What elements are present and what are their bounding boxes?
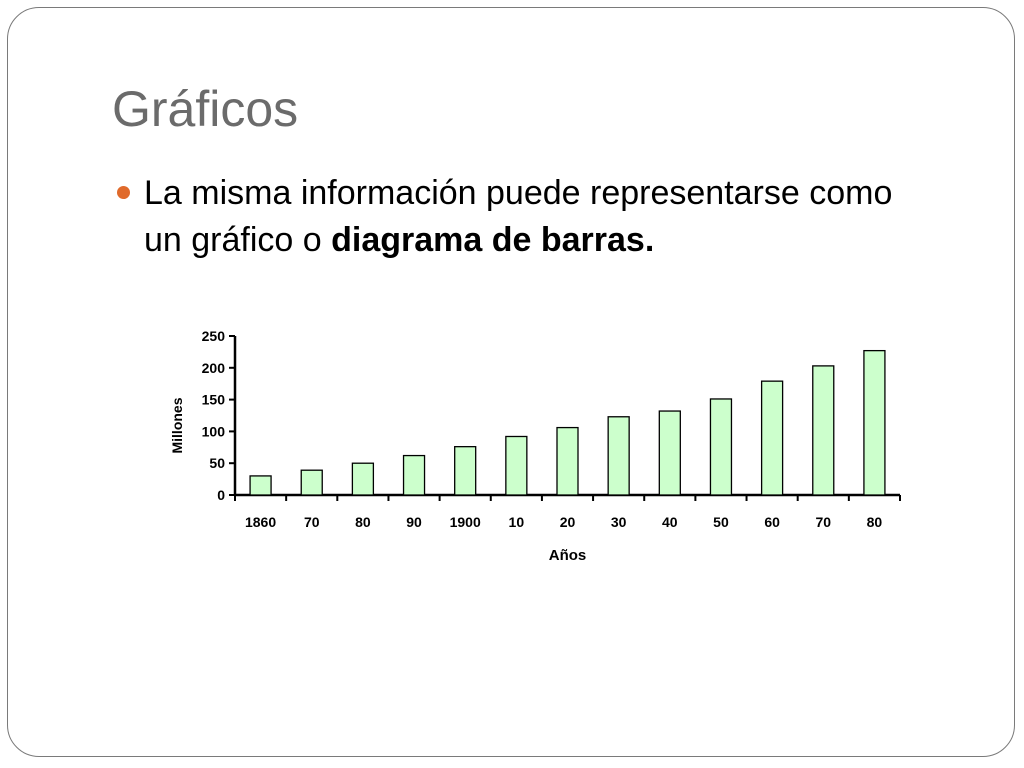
x-tick-label: 30 (611, 514, 627, 530)
y-tick-label: 100 (202, 423, 226, 439)
bullet-text-line1: La misma información puede representarse… (144, 174, 893, 212)
y-tick-label: 200 (202, 360, 226, 376)
x-axis: 1860 70 80 90 1900 10 20 30 40 50 60 70 80 (234, 493, 901, 530)
x-tick-label: 60 (764, 514, 780, 530)
x-tick-label: 40 (662, 514, 678, 530)
bar (760, 380, 784, 496)
y-tick-label: 250 (202, 328, 226, 344)
bullet-dot-icon (117, 186, 130, 199)
x-tick-label: 1900 (450, 514, 481, 530)
x-tick-label: 80 (355, 514, 371, 530)
y-axis: 0 50 100 150 200 250 (202, 328, 237, 503)
y-tick-label: 50 (209, 455, 225, 471)
bar (658, 410, 681, 496)
slide-frame (7, 7, 1015, 757)
slide-title: Gráficos (112, 81, 299, 137)
bar (556, 426, 579, 496)
x-tick-label: 70 (815, 514, 831, 530)
x-tick-label: 90 (406, 514, 422, 530)
y-tick-label: 150 (202, 392, 226, 408)
bar (863, 349, 886, 496)
x-axis-label: Años (549, 547, 587, 564)
bar (402, 454, 426, 496)
bar (249, 475, 272, 496)
bar (505, 435, 528, 496)
bar-chart: 0 50 100 150 200 250 1860 70 80 90 1900 10 20 30 40 50… (169, 328, 901, 564)
x-tick-label: 80 (867, 514, 883, 530)
x-tick-label: 10 (509, 514, 525, 530)
x-tick-label: 70 (304, 514, 320, 530)
bar (812, 365, 835, 496)
bar (454, 446, 477, 496)
bullet-text-bold: diagrama de barras. (331, 221, 655, 259)
x-tick-label: 1860 (245, 514, 276, 530)
bullet-text-line2: un gráfico o (144, 221, 332, 259)
x-tick-label: 20 (560, 514, 576, 530)
x-tick-label: 50 (713, 514, 729, 530)
y-axis-label: Millones (169, 397, 185, 453)
bars (249, 349, 886, 496)
bar (607, 416, 630, 496)
bar (351, 462, 375, 496)
bullet-text: La misma información puede representarse… (144, 170, 892, 264)
bar (709, 398, 733, 496)
bar (300, 469, 323, 496)
y-tick-label: 0 (217, 487, 225, 503)
